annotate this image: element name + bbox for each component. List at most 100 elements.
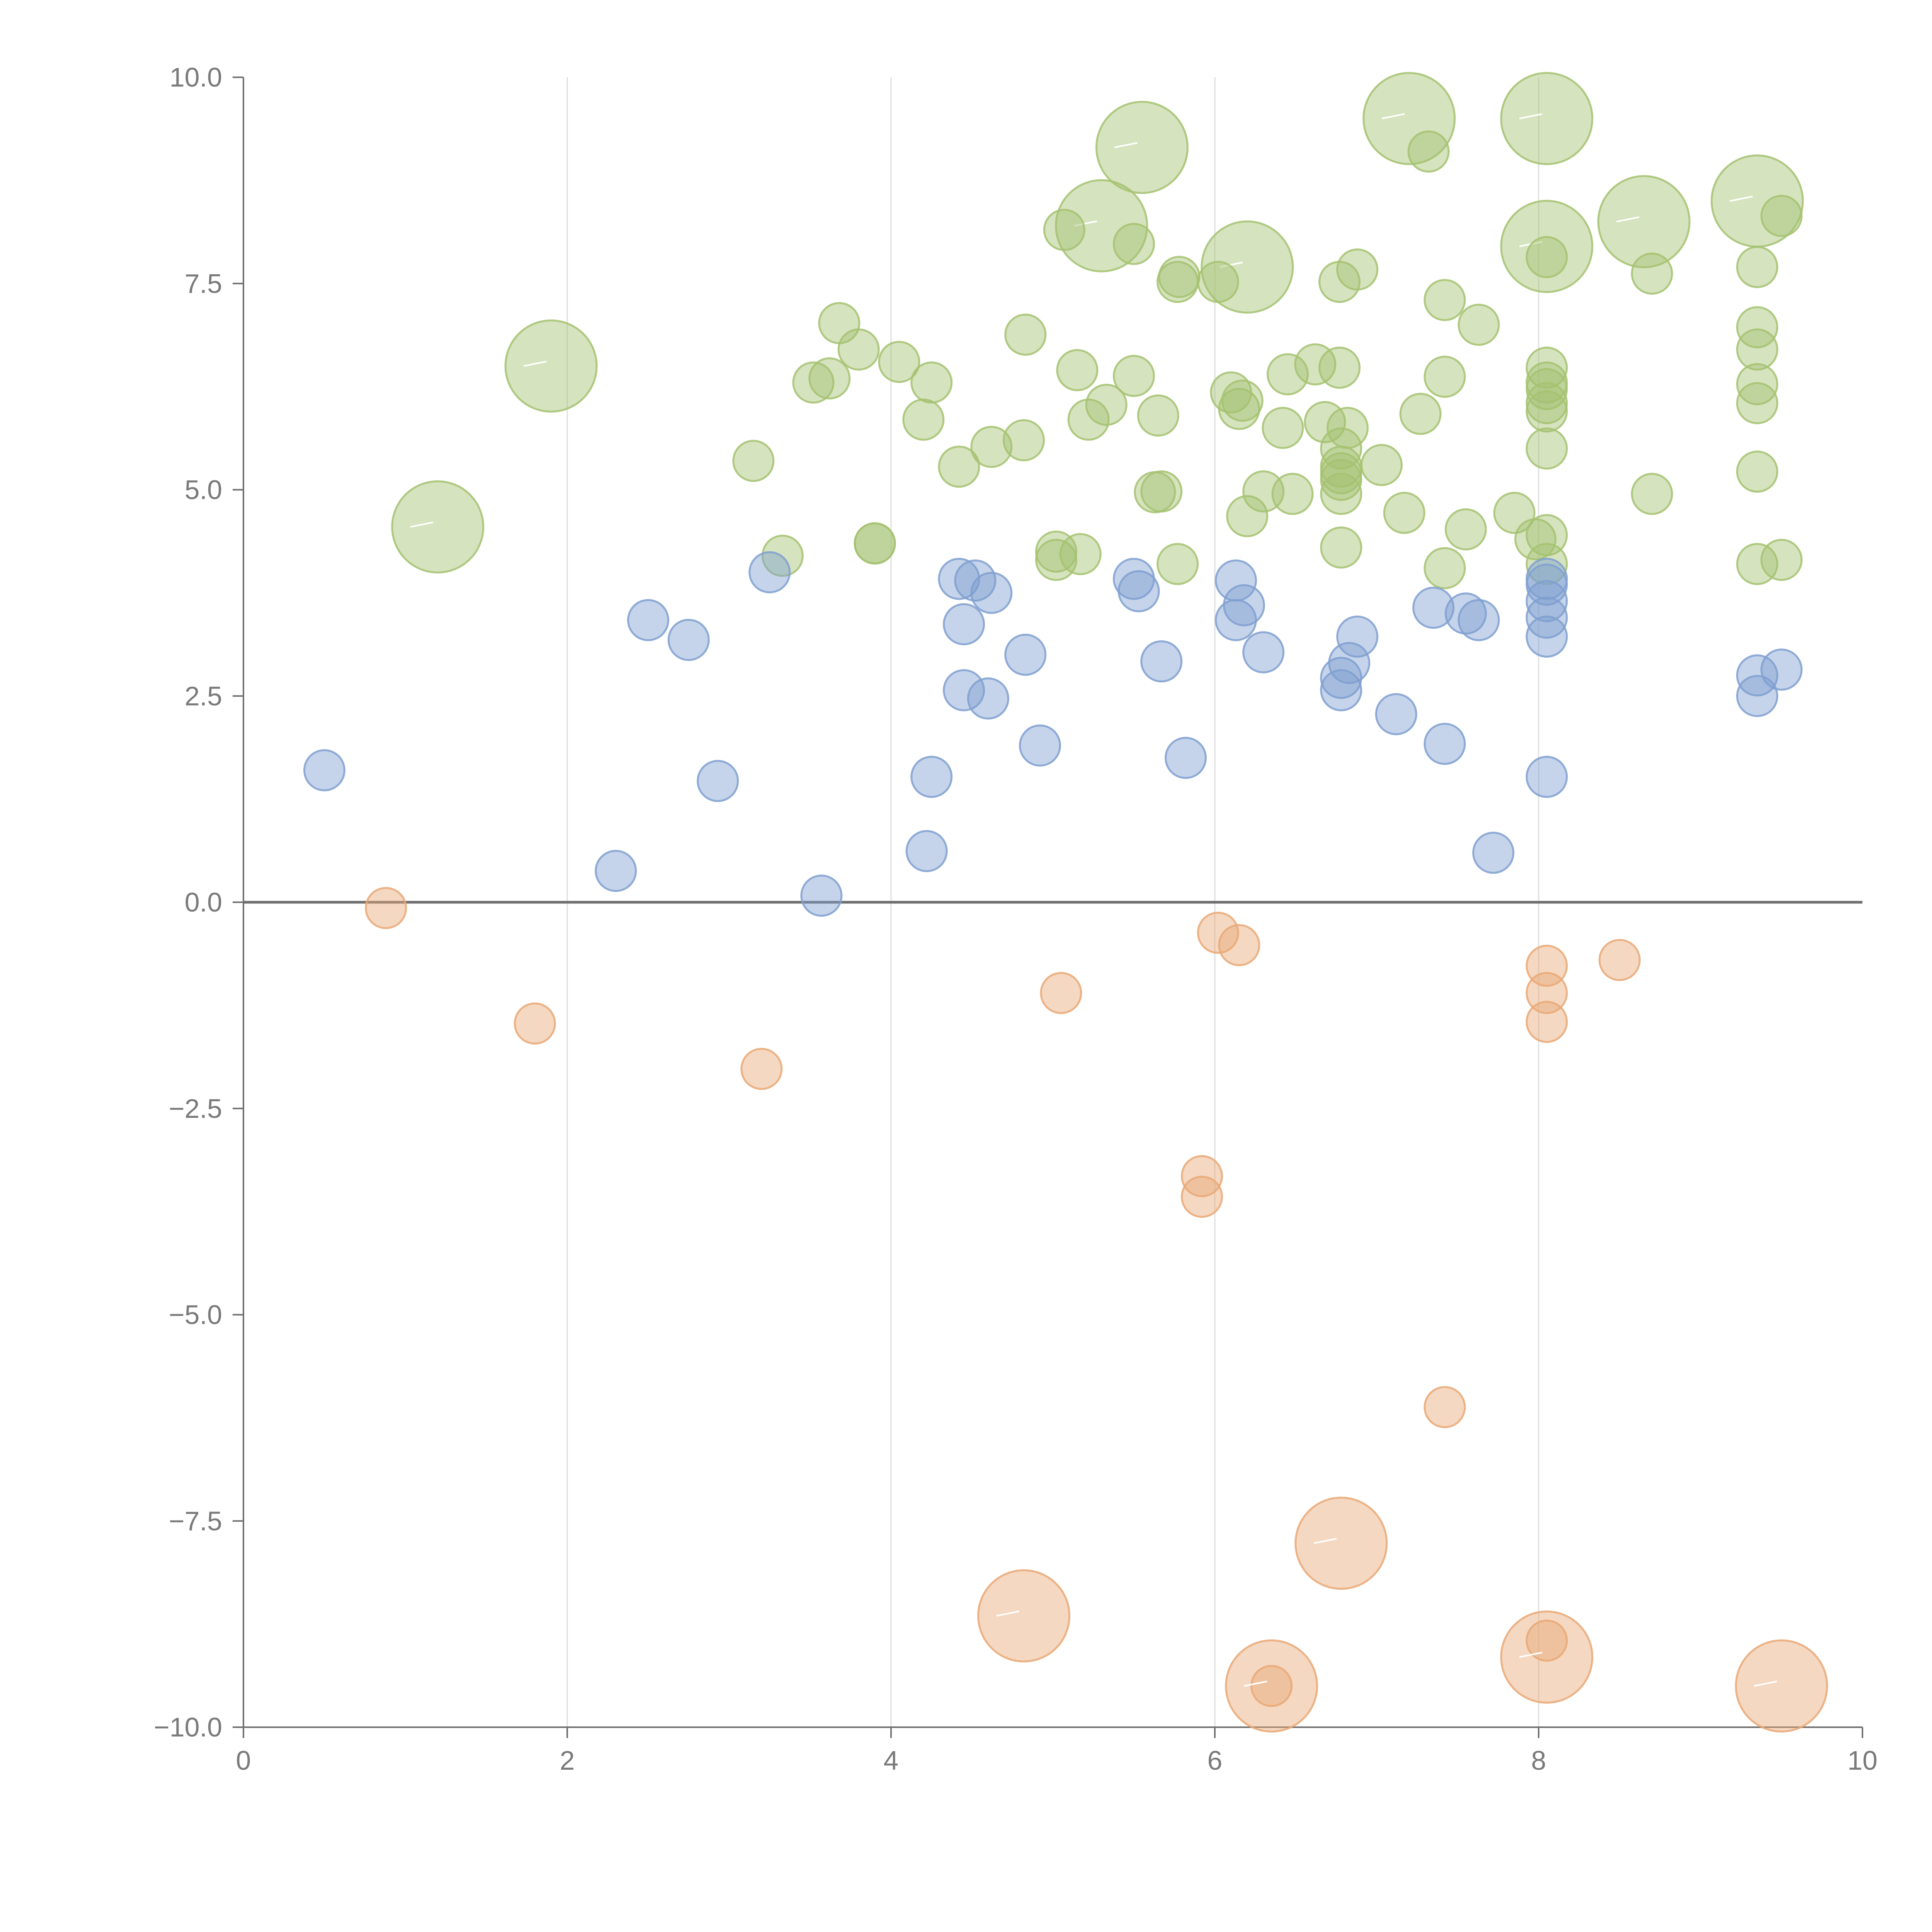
bubble-mid [1165,736,1207,779]
bubble-leader [1219,262,1243,268]
bubble-low [740,1048,783,1090]
tick-labels: 10.0 7.5 5.0 2.5 0.0 −2.5 −5.0 −7.5 −10.0 0 2 4 6 8 10 [154,62,1878,1776]
bubble-high [1140,470,1183,513]
bubble-mid [1526,755,1568,798]
bubble-low [1500,1611,1594,1704]
x-tick-label: 0 [236,1745,251,1776]
bubble-high [1004,313,1047,356]
bubble-high [1262,406,1304,449]
bubble-high [1320,459,1362,501]
bubble-mid [1223,584,1265,626]
bubble-high [1736,328,1779,371]
bubble-mid [943,603,985,646]
bubble-high [1320,473,1362,515]
x-tick-label: 2 [560,1745,575,1776]
bubble-high [910,361,953,404]
bubble-high [1085,384,1128,426]
bubble-high [1423,355,1466,398]
bubble-high [1444,508,1487,551]
bubble-mid [938,558,980,600]
bubble-low [1180,1175,1223,1218]
bubble-high [1059,533,1102,575]
bubble-high [1226,495,1269,537]
bubble-mid [1526,616,1568,658]
bubble-high [1407,130,1450,173]
bubble-mid [627,599,669,641]
bubble-mid [943,669,985,711]
bubble-mid [667,619,710,661]
y-tick-label: 10.0 [170,62,222,92]
bubble-mid [595,850,637,892]
bubble-high [1736,382,1779,424]
bubble-mid [1328,642,1371,684]
bubble-mid [1019,724,1061,767]
bubble-mid [1458,599,1500,641]
bubble-mid [1412,587,1455,629]
bubble-high [1267,353,1309,396]
bubble-high [1113,223,1155,265]
bubble-leader [1616,216,1639,223]
bubble-high [1760,195,1803,237]
bubble-low [1735,1639,1828,1733]
bubble-mid [1423,723,1466,765]
bubble-high [1137,394,1179,437]
bubble-leader [1074,220,1097,227]
bubble-mid [1336,616,1379,658]
bubble-mid [967,677,1009,720]
bubble-high [1156,543,1199,585]
bubble-high [1201,220,1294,314]
bubble-high [1526,368,1568,410]
bubble-high [1318,347,1361,389]
bubble-high [1327,406,1369,449]
y-tick-label: −2.5 [169,1094,222,1124]
bubble-low [1423,1386,1466,1429]
bubble-high [1458,304,1500,346]
bubble-low [1040,972,1082,1014]
y-tick-label: −7.5 [169,1506,222,1536]
bubble-high [1043,209,1085,251]
bubble-high [1095,100,1189,194]
bubble-high [1035,539,1077,581]
bubble-high [1631,252,1673,295]
y-tick-label: −10.0 [154,1712,222,1742]
bubble-high [1055,179,1148,272]
bubble-low [1526,1619,1568,1662]
bubble-leader [1730,196,1753,202]
bubble-mid [1375,693,1417,735]
y-tick-label: 0.0 [185,887,222,917]
bubble-low [977,1569,1071,1663]
bubble-low [1250,1665,1293,1707]
bubble-mid [303,749,345,791]
bubble-high [1500,200,1594,293]
bubble-high [732,440,775,482]
bubble-high [1526,390,1568,433]
bubble-low [1218,924,1260,966]
bubble-leader [1519,113,1543,119]
bubble-mid [748,551,791,594]
bubble-high [1383,492,1425,534]
bubble-high [1597,175,1690,269]
axes [233,77,1863,1738]
bubble-leader [1244,1680,1267,1687]
y-tick-label: 5.0 [185,475,222,505]
bubble-high [1760,539,1803,581]
bubble-mid [1140,640,1183,683]
bubble-leader [1381,113,1405,119]
bubble-high [1320,526,1362,569]
bubble-high [1736,451,1779,493]
bubble-high [792,361,835,404]
bubble-high [878,341,920,383]
bubble-mid [970,571,1013,614]
bubble-leader [996,1611,1020,1617]
bubble-low [1599,939,1641,981]
bubble-mid [1526,563,1568,606]
bubble-high [1736,246,1779,288]
bubble-high [1361,444,1403,486]
bubble-high [938,446,980,488]
bubble-high [1067,398,1110,441]
bubble-leader [1519,1651,1543,1658]
bubble-mid [1320,656,1362,699]
bubble-low [1526,972,1568,1014]
